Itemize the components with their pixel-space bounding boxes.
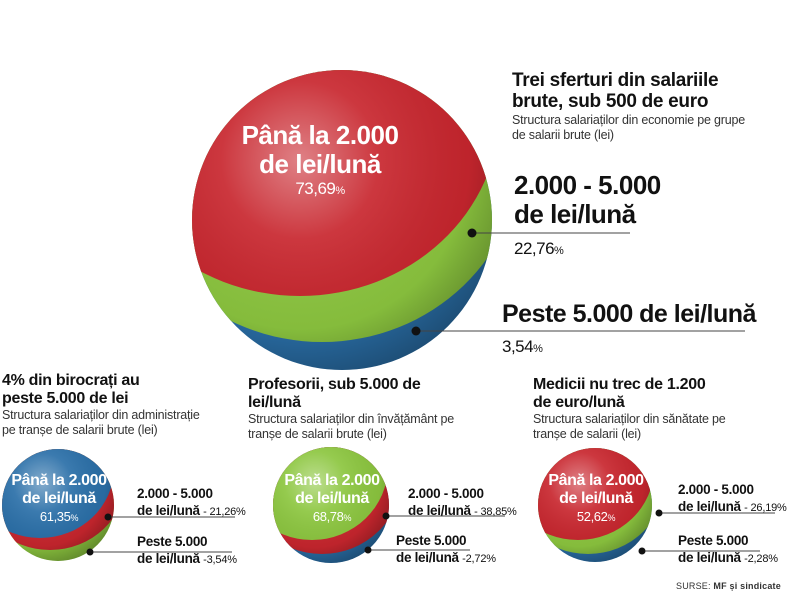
sphere-health — [538, 448, 652, 562]
main-chart-subtitle: Structura salariaților din economie pe g… — [512, 113, 745, 142]
edu-label-top: Peste 5.000 de lei/lună -2,72% — [396, 533, 496, 565]
admin-label-main: Până la 2.000 de lei/lună 61,35% — [4, 472, 114, 527]
health-label-main: Până la 2.000 de lei/lună 52,62% — [540, 472, 652, 527]
main-label-green: 2.000 - 5.000 de lei/lună — [514, 170, 661, 229]
edu-label-mid: 2.000 - 5.000 de lei/lună - 38,85% — [408, 486, 517, 518]
edu-chart-title: Profesorii, sub 5.000 de lei/lună — [248, 376, 421, 411]
main-chart-title: Trei sferturi din salariile brute, sub 5… — [512, 70, 719, 112]
admin-chart-title: 4% din birocrați au peste 5.000 de lei — [2, 372, 140, 407]
source-note: SURSE: MF și sindicate — [676, 581, 781, 591]
admin-label-mid: 2.000 - 5.000 de lei/lună - 21,26% — [137, 486, 246, 518]
leader-dots — [86, 228, 663, 556]
sphere-education — [273, 447, 389, 563]
edu-label-main: Până la 2.000 de lei/lună 68,78% — [276, 472, 388, 527]
leader-lines — [90, 232, 775, 553]
main-pct-green: 22,76% — [514, 239, 564, 258]
main-label-red: Până la 2.000 de lei/lună 73,69% — [230, 121, 410, 201]
main-label-blue: Peste 5.000 de lei/lună — [502, 300, 756, 328]
edu-chart-subtitle: Structura salariaților din învățământ pe… — [248, 412, 454, 441]
admin-pct-main: 61,35% — [39, 509, 79, 524]
edu-pct-main: 68,78% — [312, 509, 352, 524]
main-sphere — [192, 70, 492, 370]
main-pct-red: 73,69% — [295, 179, 345, 198]
health-label-mid: 2.000 - 5.000 de lei/lună - 26,19% — [678, 482, 787, 514]
admin-chart-subtitle: Structura salariaților din administrație… — [2, 408, 200, 437]
main-pct-blue: 3,54% — [502, 337, 543, 356]
health-label-top: Peste 5.000 de lei/lună -2,28% — [678, 533, 778, 565]
health-chart-title: Medicii nu trec de 1.200 de euro/lună — [533, 376, 706, 411]
health-chart-subtitle: Structura salariaților din sănătate pe t… — [533, 412, 726, 441]
sphere-administration — [2, 449, 114, 561]
admin-label-top: Peste 5.000 de lei/lună -3,54% — [137, 534, 237, 566]
health-pct-main: 52,62% — [576, 509, 616, 524]
